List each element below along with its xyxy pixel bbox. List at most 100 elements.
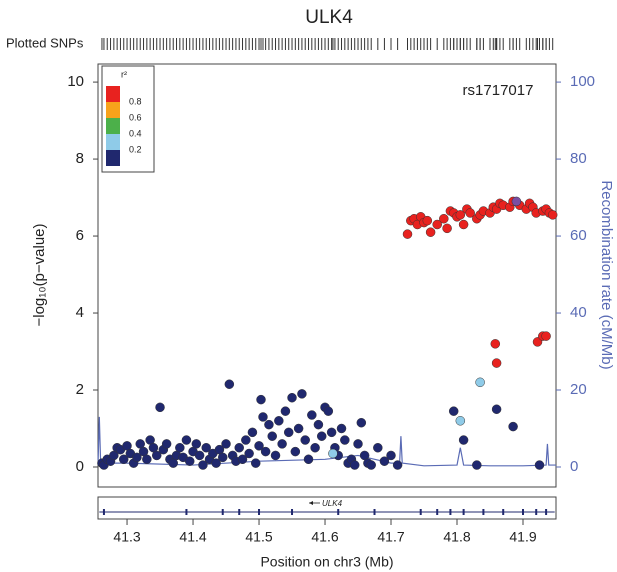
snp-point xyxy=(386,450,396,461)
snp-point xyxy=(323,406,334,416)
snp-point xyxy=(313,419,324,430)
gene-exon xyxy=(102,509,105,515)
snp-point xyxy=(392,460,403,470)
snp-point xyxy=(217,452,228,463)
snp-point xyxy=(458,219,469,230)
snp-point xyxy=(267,431,277,441)
y-axis-label: −log₁₀(p−value) xyxy=(31,223,48,326)
snp-point xyxy=(475,377,485,388)
snp-point xyxy=(303,454,314,465)
x-tick-label: 41.6 xyxy=(311,529,338,545)
y-tick-label: 8 xyxy=(76,150,84,167)
snp-point xyxy=(198,460,208,470)
snp-point xyxy=(293,423,304,434)
snp-point xyxy=(237,454,248,465)
y2-tick-label: 0 xyxy=(570,458,578,475)
snp-point xyxy=(307,410,317,420)
legend-swatch xyxy=(106,86,120,102)
snp-point xyxy=(422,215,433,226)
snp-point xyxy=(181,435,192,445)
snp-point xyxy=(250,458,261,468)
snp-point xyxy=(379,456,390,466)
gene-exon xyxy=(482,509,485,515)
snp-point xyxy=(472,460,482,470)
snp-point xyxy=(316,431,327,441)
snp-point xyxy=(353,439,363,449)
snp-point xyxy=(247,427,258,438)
gene-exon xyxy=(337,509,340,515)
y2-tick-label: 60 xyxy=(570,227,587,244)
legend-swatch xyxy=(106,102,120,118)
snp-point xyxy=(448,406,459,416)
snp-point xyxy=(270,450,281,461)
snp-point xyxy=(366,460,376,470)
x-axis-label: Position on chr3 (Mb) xyxy=(260,554,393,570)
snp-point xyxy=(118,454,129,465)
snp-point xyxy=(432,219,442,230)
snp-point xyxy=(458,435,469,445)
snp-point xyxy=(161,439,172,449)
y-tick-label: 10 xyxy=(67,73,84,90)
gene-exon xyxy=(238,509,241,515)
snp-point xyxy=(287,392,297,403)
legend-label: 0.8 xyxy=(129,96,142,106)
legend-title: r² xyxy=(121,69,127,79)
x-tick-label: 41.8 xyxy=(443,529,470,545)
gene-exon xyxy=(462,509,465,515)
snp-point xyxy=(277,439,287,449)
snp-point xyxy=(254,441,264,451)
gene-exon xyxy=(436,509,439,515)
gene-frame xyxy=(97,496,557,520)
snp-point xyxy=(264,419,274,430)
gene-exon xyxy=(535,509,538,515)
legend-swatch xyxy=(106,134,120,150)
snp-point xyxy=(201,442,211,453)
gene-exon xyxy=(185,509,188,515)
snp-point xyxy=(373,442,383,453)
snp-point xyxy=(151,450,162,461)
x-tick-label: 41.9 xyxy=(509,529,536,545)
y-tick-label: 4 xyxy=(76,304,84,321)
snp-point xyxy=(455,416,466,426)
snp-point xyxy=(439,213,449,224)
snp-point xyxy=(490,339,501,349)
snp-point xyxy=(256,394,266,405)
snp-point xyxy=(234,442,244,453)
snp-point xyxy=(425,227,436,237)
y2-tick-label: 40 xyxy=(570,304,587,321)
legend-label: 0.6 xyxy=(129,112,142,122)
snp-point xyxy=(511,196,522,207)
x-tick-label: 41.7 xyxy=(377,529,404,545)
snp-point xyxy=(211,458,221,468)
snp-point xyxy=(290,446,301,457)
x-tick-label: 41.5 xyxy=(245,529,272,545)
snp-point xyxy=(260,446,271,457)
snp-point xyxy=(491,358,502,368)
gene-exon xyxy=(419,509,422,515)
gene-label: ULK4 xyxy=(322,499,343,508)
y2-tick-label: 100 xyxy=(570,73,595,90)
gene-exon xyxy=(449,509,452,515)
gene-exon xyxy=(291,509,294,515)
snp-point xyxy=(465,208,475,218)
gene-exon xyxy=(258,509,261,515)
snp-point xyxy=(142,454,152,465)
y2-tick-label: 20 xyxy=(570,381,587,398)
snp-point xyxy=(244,448,254,459)
snp-point xyxy=(221,439,231,449)
gene-exon xyxy=(545,509,548,515)
legend-label: 0.4 xyxy=(129,128,142,138)
snp-point xyxy=(402,229,413,239)
legend-swatch xyxy=(106,118,120,134)
y2-tick-label: 80 xyxy=(570,150,587,167)
snp-point xyxy=(328,448,338,459)
snp-point xyxy=(241,435,251,445)
x-tick-label: 41.4 xyxy=(179,529,206,545)
snp-point xyxy=(300,435,310,445)
snp-point xyxy=(310,442,320,453)
legend-label: 0.2 xyxy=(129,144,142,154)
y2-axis-label: Recombination rate (cM/Mb) xyxy=(598,180,615,369)
snp-point xyxy=(534,460,545,470)
